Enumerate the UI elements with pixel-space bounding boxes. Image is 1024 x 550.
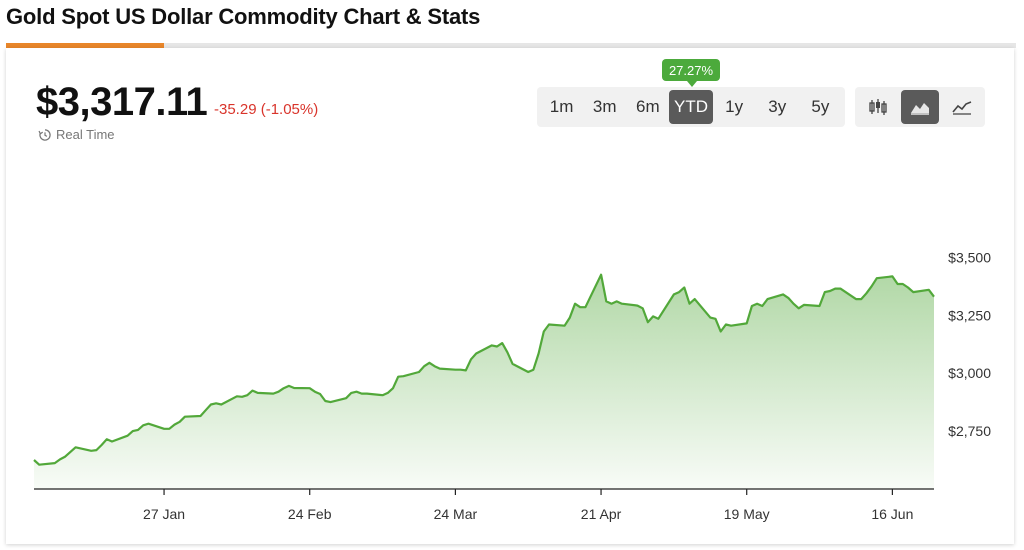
history-clock-icon [38,128,51,141]
range-3y-button[interactable]: 3y [768,97,787,116]
x-tick-label: 27 Jan [143,506,185,522]
range-selector: 1m 3m 6m YTD 1y 3y 5y [537,87,845,127]
x-tick-label: 24 Mar [434,506,478,522]
y-tick-label: $3,250 [948,307,991,323]
area-chart-icon [911,103,929,115]
range-ytd-button[interactable]: YTD [669,90,713,124]
range-5y-button[interactable]: 5y [811,97,830,116]
line-chart-icon [952,101,971,115]
realtime-indicator: Real Time [38,127,115,142]
tab-rail [6,43,1016,48]
range-1y-button[interactable]: 1y [725,97,744,116]
series-line [33,273,935,466]
page-title: Gold Spot US Dollar Commodity Chart & St… [6,4,481,29]
current-price: $3,317.11 [36,80,208,124]
range-3m-button[interactable]: 3m [592,97,617,116]
range-6m-button[interactable]: 6m [636,97,660,116]
y-tick-label: $2,750 [948,423,991,439]
line-chart-button[interactable] [942,90,981,124]
ytd-change-badge: 27.27% [662,59,720,87]
series-area [34,274,934,489]
chart-type-selector [855,87,985,127]
active-tab-indicator [6,43,164,48]
x-tick-label: 16 Jun [871,506,913,522]
candlestick-chart-button[interactable] [859,90,898,124]
x-tick-label: 24 Feb [288,506,332,522]
x-tick-label: 19 May [724,506,770,522]
range-1m-button[interactable]: 1m [549,97,574,116]
y-tick-label: $3,000 [948,365,991,381]
y-tick-label: $3,500 [948,249,991,265]
x-tick-label: 21 Apr [581,506,622,522]
price-change: -35.29 (-1.05%) [214,101,319,118]
candlestick-icon [869,99,887,115]
area-chart-button[interactable] [900,90,940,124]
realtime-label: Real Time [56,127,115,142]
